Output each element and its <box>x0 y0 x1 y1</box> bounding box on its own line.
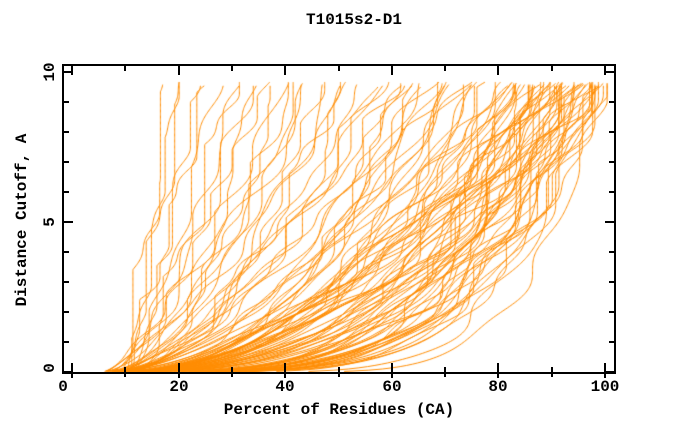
y-tick-label: 5 <box>41 217 59 227</box>
tick-mark <box>64 161 69 163</box>
y-axis-label: Distance Cutoff, A <box>13 133 31 307</box>
tick-mark <box>64 101 69 103</box>
tick-mark <box>284 363 286 378</box>
tick-mark <box>178 66 180 75</box>
tick-mark <box>604 66 606 75</box>
tick-mark <box>231 367 233 377</box>
tick-mark <box>444 66 446 71</box>
tick-mark <box>71 363 73 378</box>
y-tick-label: 10 <box>41 62 59 82</box>
x-tick-label: 20 <box>169 378 189 396</box>
tick-mark <box>284 66 286 75</box>
tick-mark <box>64 251 69 253</box>
tick-mark <box>604 363 606 378</box>
tick-mark <box>551 66 553 71</box>
tick-mark <box>609 251 614 253</box>
x-tick-label: 0 <box>58 378 68 396</box>
tick-mark <box>64 221 73 223</box>
tick-mark <box>124 367 126 377</box>
tick-mark <box>64 371 73 373</box>
tick-mark <box>231 66 233 71</box>
plot-frame <box>62 64 616 374</box>
plot-title: T1015s2-D1 <box>305 11 402 29</box>
tick-mark <box>609 191 614 193</box>
tick-mark <box>64 71 73 73</box>
tick-mark <box>338 66 340 71</box>
tick-mark <box>64 341 69 343</box>
tick-mark <box>609 341 614 343</box>
tick-mark <box>64 191 69 193</box>
tick-mark <box>338 367 340 377</box>
x-tick-label: 100 <box>590 378 620 396</box>
y-tick-label: 0 <box>41 363 59 373</box>
tick-mark <box>391 66 393 75</box>
tick-mark <box>551 367 553 377</box>
tick-mark <box>609 281 614 283</box>
tick-mark <box>391 363 393 378</box>
tick-mark <box>609 161 614 163</box>
tick-mark <box>64 281 69 283</box>
tick-mark <box>124 66 126 71</box>
tick-mark <box>609 131 614 133</box>
tick-mark <box>497 363 499 378</box>
x-tick-label: 40 <box>275 378 295 396</box>
x-tick-label: 60 <box>382 378 402 396</box>
curves-canvas <box>64 66 614 372</box>
tick-mark <box>64 311 69 313</box>
tick-mark <box>497 66 499 75</box>
tick-mark <box>64 131 69 133</box>
tick-mark <box>605 71 614 73</box>
tick-mark <box>71 66 73 75</box>
tick-mark <box>609 101 614 103</box>
tick-mark <box>605 371 614 373</box>
tick-mark <box>609 311 614 313</box>
tick-mark <box>605 221 614 223</box>
tick-mark <box>444 367 446 377</box>
tick-mark <box>178 363 180 378</box>
x-axis-label: Percent of Residues (CA) <box>223 401 455 419</box>
x-tick-label: 80 <box>488 378 508 396</box>
